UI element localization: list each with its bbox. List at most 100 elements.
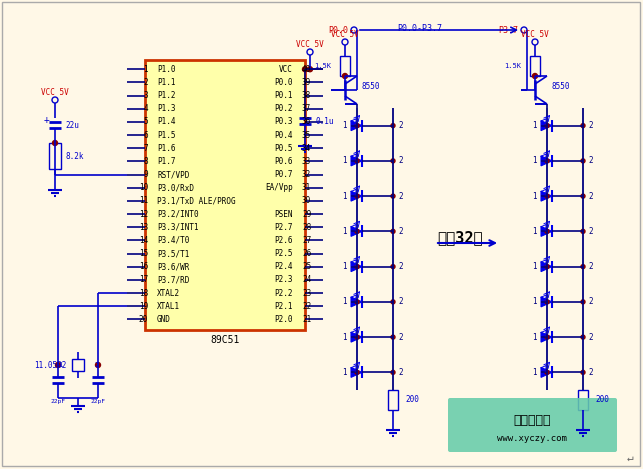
Polygon shape bbox=[541, 156, 552, 166]
Text: VCC 5V: VCC 5V bbox=[41, 88, 69, 97]
Circle shape bbox=[391, 300, 395, 304]
Circle shape bbox=[545, 229, 549, 234]
Text: P2.6: P2.6 bbox=[275, 236, 293, 245]
Text: 2: 2 bbox=[398, 262, 403, 271]
Text: 3: 3 bbox=[143, 91, 148, 100]
Text: P2.3: P2.3 bbox=[275, 275, 293, 285]
Text: P3.2/INT0: P3.2/INT0 bbox=[157, 210, 199, 219]
Circle shape bbox=[355, 124, 359, 128]
Text: 22pF: 22pF bbox=[51, 400, 66, 404]
Text: 1: 1 bbox=[143, 65, 148, 74]
Circle shape bbox=[581, 265, 585, 269]
Text: P0.0: P0.0 bbox=[275, 78, 293, 87]
Text: 16: 16 bbox=[139, 262, 148, 271]
Text: 14: 14 bbox=[139, 236, 148, 245]
Circle shape bbox=[355, 265, 359, 269]
Text: 4: 4 bbox=[143, 104, 148, 113]
Text: 2: 2 bbox=[398, 333, 403, 341]
Polygon shape bbox=[351, 297, 362, 307]
Text: P1.5: P1.5 bbox=[157, 130, 176, 140]
Text: 7: 7 bbox=[143, 144, 148, 153]
Text: 2: 2 bbox=[398, 156, 403, 166]
Text: 1: 1 bbox=[532, 192, 537, 201]
Text: P0.1: P0.1 bbox=[275, 91, 293, 100]
Text: VCC 5V: VCC 5V bbox=[521, 30, 549, 38]
Bar bbox=[530, 56, 540, 76]
Text: 2: 2 bbox=[398, 121, 403, 130]
Text: P3.0/RxD: P3.0/RxD bbox=[157, 183, 194, 192]
Circle shape bbox=[391, 229, 395, 234]
Circle shape bbox=[581, 194, 585, 198]
Text: 6: 6 bbox=[143, 130, 148, 140]
Text: 30: 30 bbox=[302, 197, 311, 205]
Text: 2: 2 bbox=[588, 262, 593, 271]
Polygon shape bbox=[541, 332, 552, 342]
Text: 1: 1 bbox=[342, 192, 347, 201]
Text: P1.7: P1.7 bbox=[157, 157, 176, 166]
Text: 8: 8 bbox=[143, 157, 148, 166]
Text: 25: 25 bbox=[302, 262, 311, 271]
Text: ↵: ↵ bbox=[627, 453, 633, 463]
Circle shape bbox=[302, 67, 307, 72]
Text: 1: 1 bbox=[342, 368, 347, 377]
Text: 0.1u: 0.1u bbox=[315, 116, 334, 126]
Text: P0.0: P0.0 bbox=[328, 25, 348, 35]
Text: P1.6: P1.6 bbox=[157, 144, 176, 153]
Text: P0.3: P0.3 bbox=[275, 117, 293, 127]
Circle shape bbox=[355, 194, 359, 198]
Text: 1: 1 bbox=[532, 121, 537, 130]
Text: 24: 24 bbox=[302, 275, 311, 285]
Circle shape bbox=[581, 229, 585, 234]
Text: P0.6: P0.6 bbox=[275, 157, 293, 166]
Text: P3.6/WR: P3.6/WR bbox=[157, 262, 190, 271]
Polygon shape bbox=[351, 156, 362, 166]
Text: P1.1: P1.1 bbox=[157, 78, 176, 87]
Text: 39: 39 bbox=[302, 78, 311, 87]
Text: 11.0592: 11.0592 bbox=[34, 361, 66, 370]
Text: 35: 35 bbox=[302, 130, 311, 140]
Text: 2: 2 bbox=[94, 362, 98, 368]
Polygon shape bbox=[351, 367, 362, 378]
Text: P3.7: P3.7 bbox=[498, 25, 518, 35]
Polygon shape bbox=[351, 262, 362, 272]
Circle shape bbox=[545, 194, 549, 198]
Circle shape bbox=[581, 335, 585, 339]
Circle shape bbox=[391, 194, 395, 198]
Text: 13: 13 bbox=[139, 223, 148, 232]
Circle shape bbox=[355, 300, 359, 304]
Text: +: + bbox=[44, 115, 50, 125]
Bar bbox=[388, 390, 398, 410]
Text: 29: 29 bbox=[302, 210, 311, 219]
Text: 1: 1 bbox=[532, 156, 537, 166]
Polygon shape bbox=[351, 191, 362, 201]
Text: VCC 5V: VCC 5V bbox=[331, 30, 359, 38]
Text: 36: 36 bbox=[302, 117, 311, 127]
Circle shape bbox=[391, 265, 395, 269]
Text: 9: 9 bbox=[143, 170, 148, 179]
Polygon shape bbox=[541, 121, 552, 131]
Text: 2: 2 bbox=[588, 192, 593, 201]
Bar bbox=[145, 60, 305, 330]
Text: 22pF: 22pF bbox=[91, 400, 105, 404]
Text: 1: 1 bbox=[342, 262, 347, 271]
Text: 2: 2 bbox=[398, 368, 403, 377]
Text: 200: 200 bbox=[595, 395, 609, 404]
Circle shape bbox=[532, 74, 538, 78]
Text: 22: 22 bbox=[302, 302, 311, 311]
Text: P0.2: P0.2 bbox=[275, 104, 293, 113]
Text: 一共32组: 一共32组 bbox=[437, 230, 483, 245]
Text: P1.2: P1.2 bbox=[157, 91, 176, 100]
Text: 1: 1 bbox=[342, 333, 347, 341]
Text: P2.1: P2.1 bbox=[275, 302, 293, 311]
Text: 1: 1 bbox=[532, 262, 537, 271]
Text: 40: 40 bbox=[302, 65, 311, 74]
Text: 1: 1 bbox=[58, 362, 62, 368]
Text: 1: 1 bbox=[342, 121, 347, 130]
Text: 1: 1 bbox=[532, 368, 537, 377]
Text: 10: 10 bbox=[139, 183, 148, 192]
Bar bbox=[578, 390, 588, 410]
Circle shape bbox=[545, 159, 549, 163]
Text: 8550: 8550 bbox=[361, 82, 379, 91]
Text: 17: 17 bbox=[139, 275, 148, 285]
Circle shape bbox=[355, 371, 359, 374]
